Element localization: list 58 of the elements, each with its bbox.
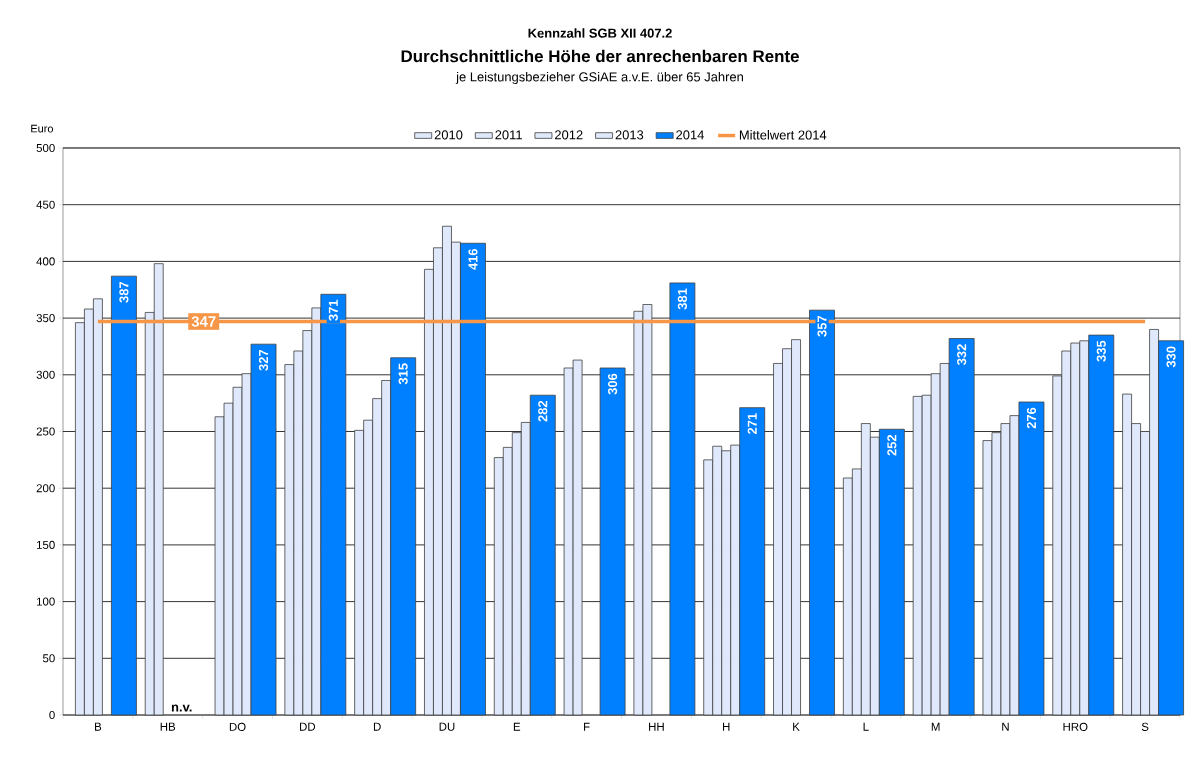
y-tick-label: 400	[36, 257, 55, 266]
chart-title: Kennzahl SGB XII 407.2	[528, 28, 672, 38]
x-tick-label: E	[513, 722, 521, 731]
y-tick-label: 350	[36, 314, 55, 323]
data-label: 327	[258, 349, 269, 371]
annotation: n.v.	[171, 704, 192, 712]
x-tick-label: HH	[649, 722, 664, 731]
x-tick-label: K	[793, 722, 800, 731]
y-tick-label: 450	[36, 200, 55, 209]
legend-label: 2011	[495, 130, 522, 140]
y-tick-label: 100	[36, 597, 55, 606]
y-tick-label: 250	[36, 427, 55, 436]
data-label: 335	[1096, 340, 1106, 362]
data-label: 416	[468, 248, 478, 270]
x-tick-label: HB	[160, 722, 176, 731]
data-label: 282	[538, 400, 548, 422]
x-tick-label: B	[95, 722, 102, 731]
legend-label: Mittelwert 2014	[739, 130, 827, 140]
data-label: 381	[677, 288, 687, 310]
data-label: 315	[398, 363, 408, 385]
data-label: 371	[328, 299, 338, 321]
data-label: 276	[1026, 407, 1037, 429]
x-tick-label: N	[1002, 722, 1009, 731]
data-label: 332	[957, 344, 967, 366]
x-tick-label: DU	[439, 722, 455, 731]
legend-label: 2013	[615, 130, 644, 140]
data-label: 347	[191, 316, 216, 327]
y-tick-label: 150	[36, 540, 55, 549]
bar	[809, 309, 835, 716]
x-tick-label: HRO	[1063, 722, 1088, 731]
bar	[599, 367, 626, 716]
bar	[669, 282, 696, 716]
legend-label: 2014	[676, 130, 704, 140]
x-tick-label: F	[584, 722, 590, 731]
y-tick-label: 50	[42, 654, 55, 663]
text: je Leistungsbezieher GSiAE a.v.E. über 65 Jahren	[455, 71, 743, 85]
x-tick-label: S	[1141, 722, 1149, 731]
legend-label: 2012	[555, 130, 583, 140]
y-tick-label: 0	[49, 710, 55, 720]
y-tick-label: 300	[36, 370, 55, 379]
y-axis-title: Euro	[31, 124, 54, 133]
x-tick-label: L	[863, 722, 869, 731]
y-tick-label: 200	[36, 484, 55, 493]
x-tick-label: DD	[300, 722, 316, 731]
x-tick-label: DO	[229, 722, 246, 731]
x-tick-label: H	[723, 722, 730, 731]
data-label: 330	[1166, 346, 1176, 368]
legend-label: 2010	[434, 130, 463, 140]
x-tick-label: D	[373, 722, 381, 731]
data-label: 387	[119, 281, 129, 303]
chart-subtitle: Durchschnittliche Höhe der anrechenbaren Rente	[401, 49, 799, 63]
data-label: 271	[747, 413, 757, 435]
data-label: 306	[607, 373, 618, 395]
y-tick-label: 500	[36, 143, 55, 153]
data-label: 357	[817, 315, 827, 337]
data-label: 252	[887, 434, 897, 456]
x-tick-label: M	[931, 722, 940, 731]
bar	[111, 275, 137, 716]
